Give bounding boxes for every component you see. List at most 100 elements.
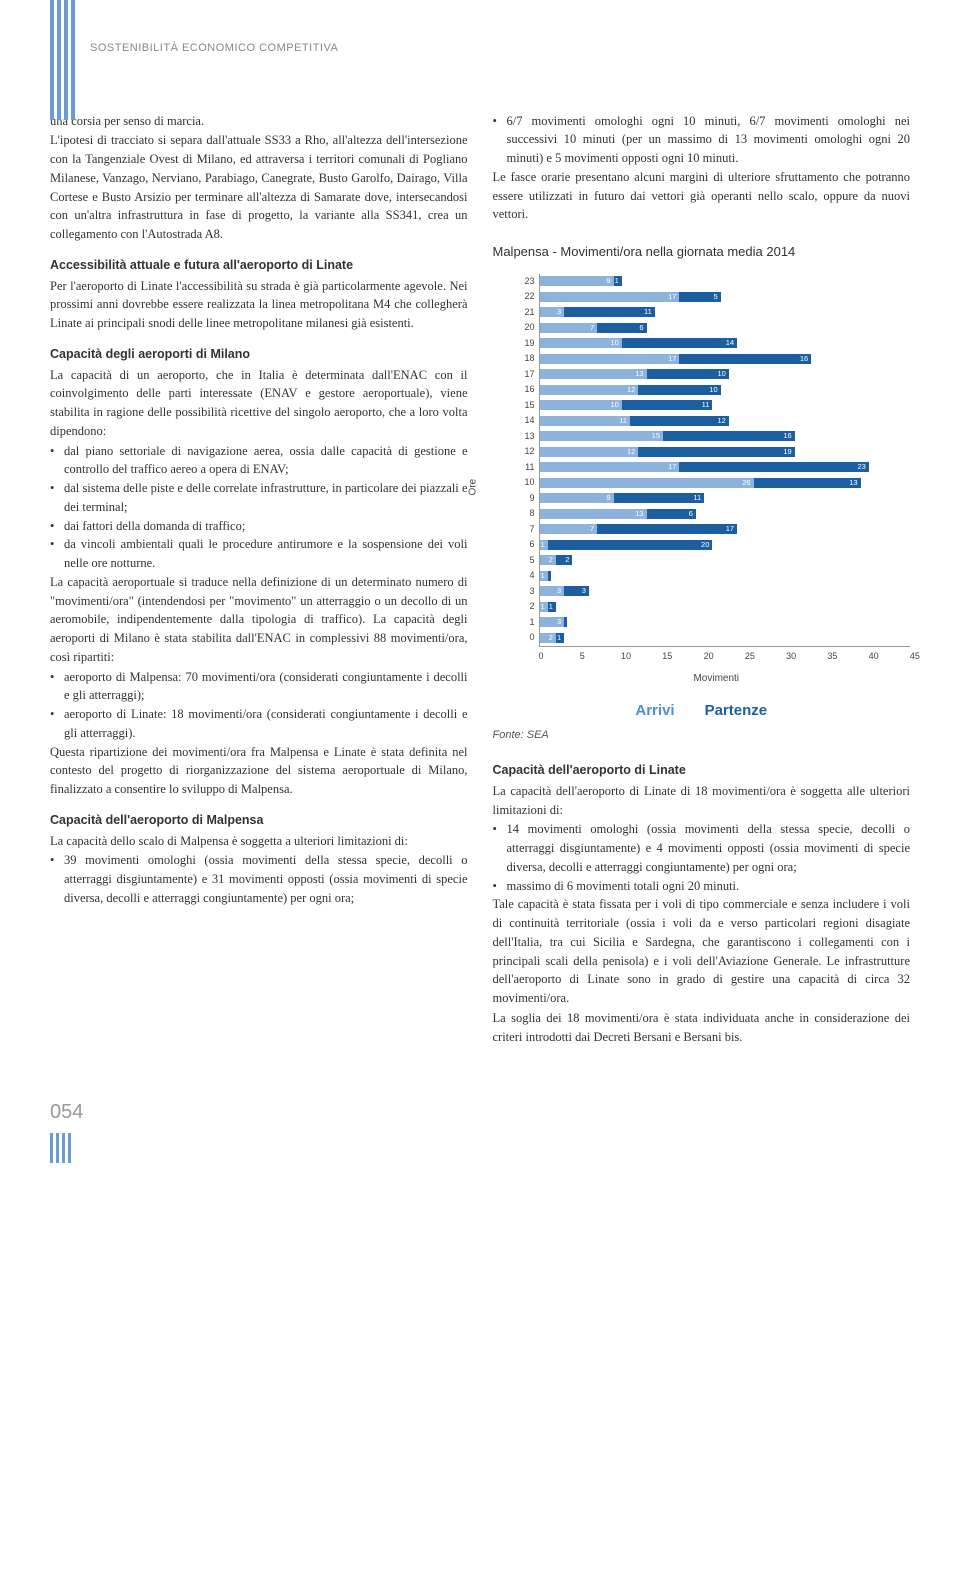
bar-row: 8613 bbox=[521, 506, 911, 522]
bar-arrivals: 12 bbox=[540, 385, 639, 395]
subheading: Capacità dell'aeroporto di Malpensa bbox=[50, 811, 468, 830]
body-text: Le fasce orarie presentano alcuni margin… bbox=[493, 168, 911, 224]
subheading: Capacità dell'aeroporto di Linate bbox=[493, 761, 911, 780]
bar-row: 14 1211 bbox=[521, 413, 911, 429]
bar-arrivals: 7 bbox=[540, 323, 598, 333]
y-tick: 20 bbox=[521, 321, 539, 335]
body-text: La capacità di un aeroporto, che in Ital… bbox=[50, 366, 468, 441]
body-text: La capacità dello scalo di Malpensa è so… bbox=[50, 832, 468, 851]
bar-row: 22517 bbox=[521, 289, 911, 305]
bar-departures: 13 bbox=[754, 478, 861, 488]
x-axis: 051015202530354045 bbox=[539, 650, 911, 664]
bar-arrivals: 3 bbox=[540, 617, 565, 627]
bar-row: 112317 bbox=[521, 460, 911, 476]
y-tick: 9 bbox=[521, 492, 539, 506]
bar-row: 6201 bbox=[521, 537, 911, 553]
x-tick: 5 bbox=[580, 650, 621, 664]
right-column: 6/7 movimenti omologhi ogni 10 minuti, 6… bbox=[493, 112, 911, 1048]
chart-title: Malpensa - Movimenti/ora nella giornata … bbox=[493, 242, 911, 262]
y-tick: 18 bbox=[521, 352, 539, 366]
bar-departures: 16 bbox=[679, 354, 811, 364]
bar-row: 2319 bbox=[521, 274, 911, 290]
bullet-list: 39 movimenti omologhi (ossia movimenti d… bbox=[50, 851, 468, 907]
bar-departures: 3 bbox=[564, 586, 589, 596]
bar-departures bbox=[564, 617, 567, 627]
y-tick: 13 bbox=[521, 430, 539, 444]
bar-row: 151110 bbox=[521, 398, 911, 414]
bullet-list: 6/7 movimenti omologhi ogni 10 minuti, 6… bbox=[493, 112, 911, 168]
bar-arrivals: 9 bbox=[540, 276, 614, 286]
bar-departures: 19 bbox=[638, 447, 794, 457]
header-stripes bbox=[50, 0, 80, 120]
bar-arrivals: 17 bbox=[540, 354, 680, 364]
bar-row: 171013 bbox=[521, 367, 911, 383]
y-axis-label: Ore bbox=[465, 479, 480, 496]
bullet-list: 14 movimenti omologhi (ossia movimenti d… bbox=[493, 820, 911, 895]
bar-departures: 10 bbox=[638, 385, 720, 395]
bar-row: 333 bbox=[521, 584, 911, 600]
list-item: aeroporto di Malpensa: 70 movimenti/ora … bbox=[50, 668, 468, 706]
y-tick: 15 bbox=[521, 399, 539, 413]
page-number: 054 bbox=[50, 1097, 910, 1127]
body-text: Per l'aeroporto di Linate l'accessibilit… bbox=[50, 277, 468, 333]
x-tick: 40 bbox=[869, 650, 910, 664]
list-item: dal sistema delle piste e delle correlat… bbox=[50, 479, 468, 517]
x-tick: 0 bbox=[539, 650, 580, 664]
bar-row: 101326 bbox=[521, 475, 911, 491]
bar-arrivals: 17 bbox=[540, 292, 680, 302]
bar-departures: 20 bbox=[548, 540, 713, 550]
chart-source: Fonte: SEA bbox=[493, 727, 911, 744]
bar-departures: 23 bbox=[679, 462, 868, 472]
bar-arrivals: 7 bbox=[540, 524, 598, 534]
bar-departures: 5 bbox=[679, 292, 720, 302]
y-tick: 7 bbox=[521, 523, 539, 537]
y-tick: 4 bbox=[521, 569, 539, 583]
y-tick: 5 bbox=[521, 554, 539, 568]
y-tick: 2 bbox=[521, 600, 539, 614]
bar-row: 7177 bbox=[521, 522, 911, 538]
y-tick: 14 bbox=[521, 414, 539, 428]
bar-row: 41 bbox=[521, 568, 911, 584]
y-tick: 3 bbox=[521, 585, 539, 599]
bar-arrivals: 11 bbox=[540, 416, 631, 426]
bar-arrivals: 12 bbox=[540, 447, 639, 457]
left-column: una corsia per senso di marcia. L'ipotes… bbox=[50, 112, 468, 1048]
x-axis-label: Movimenti bbox=[523, 671, 911, 686]
bar-row: 012 bbox=[521, 630, 911, 646]
x-tick: 20 bbox=[704, 650, 745, 664]
subheading: Capacità degli aeroporti di Milano bbox=[50, 345, 468, 364]
bar-departures: 1 bbox=[614, 276, 622, 286]
bar-departures: 12 bbox=[630, 416, 729, 426]
bar-arrivals: 1 bbox=[540, 571, 548, 581]
subheading: Accessibilità attuale e futura all'aerop… bbox=[50, 256, 468, 275]
list-item: dai fattori della domanda di traffico; bbox=[50, 517, 468, 536]
bar-row: 121912 bbox=[521, 444, 911, 460]
bar-row: 161012 bbox=[521, 382, 911, 398]
bar-row: 9119 bbox=[521, 491, 911, 507]
x-tick: 30 bbox=[786, 650, 827, 664]
list-item: aeroporto di Linate: 18 movimenti/ora (c… bbox=[50, 705, 468, 743]
bar-arrivals: 13 bbox=[540, 509, 647, 519]
bar-row: 13 bbox=[521, 615, 911, 631]
legend-partenze: Partenze bbox=[705, 700, 768, 723]
bar-departures: 1 bbox=[548, 602, 556, 612]
list-item: 14 movimenti omologhi (ossia movimenti d… bbox=[493, 820, 911, 876]
bar-row: 211 bbox=[521, 599, 911, 615]
bar-row: 191410 bbox=[521, 336, 911, 352]
bar-arrivals: 1 bbox=[540, 602, 548, 612]
bar-arrivals: 3 bbox=[540, 307, 565, 317]
list-item: dal piano settoriale di navigazione aere… bbox=[50, 442, 468, 480]
bar-row: 18 1617 bbox=[521, 351, 911, 367]
list-item: da vincoli ambientali quali le procedure… bbox=[50, 535, 468, 573]
bullet-list: dal piano settoriale di navigazione aere… bbox=[50, 442, 468, 573]
list-item: 6/7 movimenti omologhi ogni 10 minuti, 6… bbox=[493, 112, 911, 168]
bullet-list: aeroporto di Malpensa: 70 movimenti/ora … bbox=[50, 668, 468, 743]
y-tick: 19 bbox=[521, 337, 539, 351]
bar-departures: 2 bbox=[556, 555, 572, 565]
body-text: La capacità aeroportuale si traduce nell… bbox=[50, 573, 468, 667]
x-tick: 25 bbox=[745, 650, 786, 664]
bar-arrivals: 2 bbox=[540, 555, 556, 565]
footer-stripes bbox=[50, 1133, 910, 1169]
list-item: massimo di 6 movimenti totali ogni 20 mi… bbox=[493, 877, 911, 896]
body-text: una corsia per senso di marcia. bbox=[50, 112, 468, 131]
